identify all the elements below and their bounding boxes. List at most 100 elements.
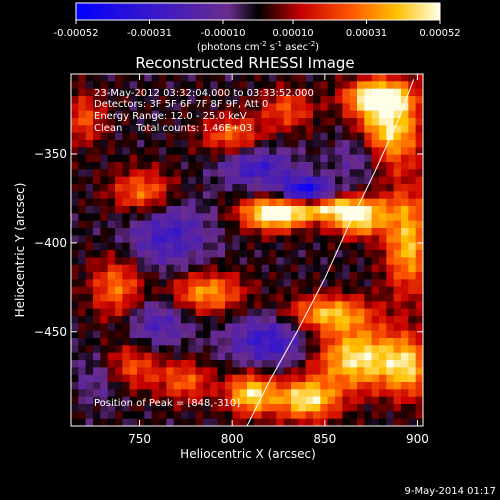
- heatmap-cell: [173, 330, 182, 339]
- heatmap-cell: [313, 132, 321, 141]
- heatmap-cell: [305, 279, 314, 287]
- y-axis: −350−400−450: [34, 147, 423, 339]
- heatmap-cell: [408, 345, 416, 353]
- heatmap-cell: [173, 169, 182, 177]
- heatmap-cell: [283, 418, 292, 426]
- heatmap-cell: [122, 169, 130, 177]
- heatmap-cell: [210, 294, 218, 302]
- heatmap-cell: [335, 360, 343, 368]
- heatmap-cell: [408, 257, 416, 265]
- heatmap-cell: [93, 418, 101, 426]
- heatmap-cell: [408, 330, 416, 339]
- heatmap-cell: [166, 250, 174, 258]
- heatmap-cell: [71, 382, 79, 390]
- heatmap-cell: [115, 125, 123, 133]
- heatmap-cell: [254, 198, 262, 207]
- heatmap-cell: [342, 103, 350, 111]
- heatmap-cell: [122, 184, 130, 192]
- heatmap-cell: [313, 81, 321, 89]
- heatmap-cell: [239, 308, 248, 317]
- heatmap-cell: [342, 257, 350, 265]
- heatmap-cell: [71, 404, 79, 412]
- heatmap-cell: [291, 147, 299, 155]
- heatmap-cell: [217, 74, 226, 82]
- heatmap-cell: [261, 228, 270, 236]
- heatmap-cell: [166, 418, 174, 426]
- heatmap-cell: [335, 96, 343, 104]
- heatmap-cell: [188, 103, 196, 111]
- heatmap-cell: [122, 264, 130, 273]
- heatmap-cell: [107, 418, 116, 426]
- heatmap-cell: [313, 169, 321, 177]
- heatmap-cell: [357, 125, 365, 133]
- heatmap-cell: [188, 352, 196, 361]
- heatmap-cell: [342, 250, 350, 258]
- heatmap-cell: [195, 228, 204, 236]
- heatmap-cell: [159, 132, 167, 141]
- heatmap-cell: [188, 257, 196, 265]
- heatmap-cell: [217, 103, 226, 111]
- heatmap-cell: [210, 96, 218, 104]
- heatmap-cell: [247, 316, 255, 324]
- heatmap-cell: [173, 184, 182, 192]
- heatmap-cell: [151, 220, 160, 229]
- heatmap-cell: [217, 81, 226, 89]
- heatmap-cell: [415, 418, 423, 426]
- heatmap-cell: [247, 206, 255, 214]
- heatmap-cell: [115, 103, 123, 111]
- heatmap-cell: [320, 118, 328, 126]
- heatmap-cell: [93, 132, 101, 141]
- heatmap-cell: [173, 140, 182, 148]
- heatmap-cell: [247, 228, 255, 236]
- heatmap-cell: [247, 132, 255, 141]
- heatmap-cell: [239, 418, 248, 426]
- heatmap-cell: [357, 404, 365, 412]
- heatmap-cell: [144, 367, 152, 375]
- heatmap-cell: [100, 367, 108, 375]
- heatmap-cell: [122, 374, 130, 383]
- heatmap-cell: [342, 382, 350, 390]
- heatmap-cell: [401, 235, 409, 243]
- heatmap-cell: [137, 404, 145, 412]
- heatmap-cell: [144, 140, 152, 148]
- heatmap-cell: [188, 206, 196, 214]
- heatmap-cell: [401, 272, 409, 280]
- heatmap-cell: [313, 228, 321, 236]
- heatmap-cell: [401, 74, 409, 82]
- heatmap-cell: [100, 176, 108, 185]
- heatmap-cell: [261, 382, 270, 390]
- heatmap-cell: [203, 323, 211, 331]
- heatmap-cell: [357, 74, 365, 82]
- heatmap-cell: [71, 140, 79, 148]
- heatmap-cell: [349, 360, 358, 368]
- heatmap-cell: [203, 382, 211, 390]
- heatmap-cell: [291, 250, 299, 258]
- heatmap-cell: [254, 220, 262, 229]
- heatmap-cell: [239, 411, 248, 419]
- heatmap-cell: [100, 294, 108, 302]
- heatmap-cell: [335, 118, 343, 126]
- heatmap-cell: [159, 206, 167, 214]
- heatmap-cell: [349, 374, 358, 383]
- heatmap-cell: [144, 81, 152, 89]
- heatmap-cell: [151, 345, 160, 353]
- heatmap-cell: [129, 81, 138, 89]
- heatmap-cell: [335, 228, 343, 236]
- heatmap-cell: [276, 404, 284, 412]
- heatmap-cell: [78, 338, 86, 346]
- heatmap-cell: [393, 382, 402, 390]
- heatmap-cell: [298, 272, 306, 280]
- heatmap-cell: [313, 176, 321, 185]
- heatmap-cell: [261, 360, 270, 368]
- heatmap-cell: [247, 389, 255, 397]
- heatmap-cell: [379, 191, 387, 199]
- heatmap-cell: [269, 74, 277, 82]
- heatmap-cell: [85, 301, 94, 309]
- heatmap-cell: [71, 301, 79, 309]
- heatmap-cell: [107, 345, 116, 353]
- heatmap-cell: [313, 96, 321, 104]
- heatmap-cell: [173, 154, 182, 163]
- heatmap-cell: [386, 81, 394, 89]
- heatmap-cell: [122, 294, 130, 302]
- heatmap-cell: [247, 396, 255, 405]
